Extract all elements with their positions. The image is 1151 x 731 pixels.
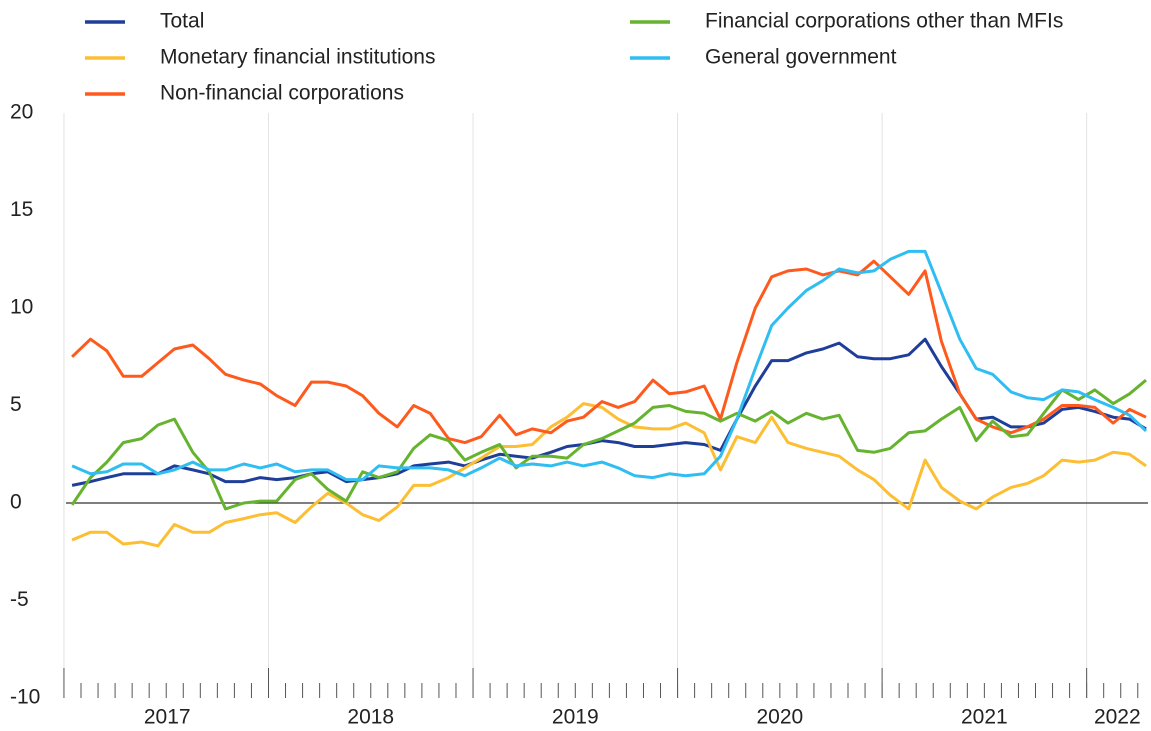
- y-tick-label: -10: [10, 686, 40, 709]
- x-tick-label: 2021: [961, 706, 1008, 729]
- y-tick-label: -5: [10, 588, 29, 611]
- y-tick-label: 10: [10, 296, 33, 319]
- y-tick-label: 5: [10, 393, 22, 416]
- series-line: [71, 249, 1148, 482]
- series-line: [71, 259, 1147, 445]
- series-line: [71, 402, 1147, 548]
- legend-label: Total: [160, 10, 204, 33]
- y-tick-label: 20: [10, 101, 33, 124]
- legend-label: Financial corporations other than MFIs: [705, 10, 1063, 33]
- y-tick-label: 0: [10, 491, 22, 514]
- legend-label: Monetary financial institutions: [160, 46, 435, 69]
- y-tick-label: 15: [10, 198, 33, 221]
- legend-label: General government: [705, 46, 897, 69]
- x-tick-label: 2017: [144, 706, 191, 729]
- x-tick-label: 2018: [347, 706, 394, 729]
- x-tick-label: 2019: [552, 706, 599, 729]
- x-tick-label: 2022: [1094, 706, 1141, 729]
- series-line: [70, 378, 1147, 511]
- x-tick-label: 2020: [756, 706, 803, 729]
- legend-label: Non-financial corporations: [160, 82, 404, 105]
